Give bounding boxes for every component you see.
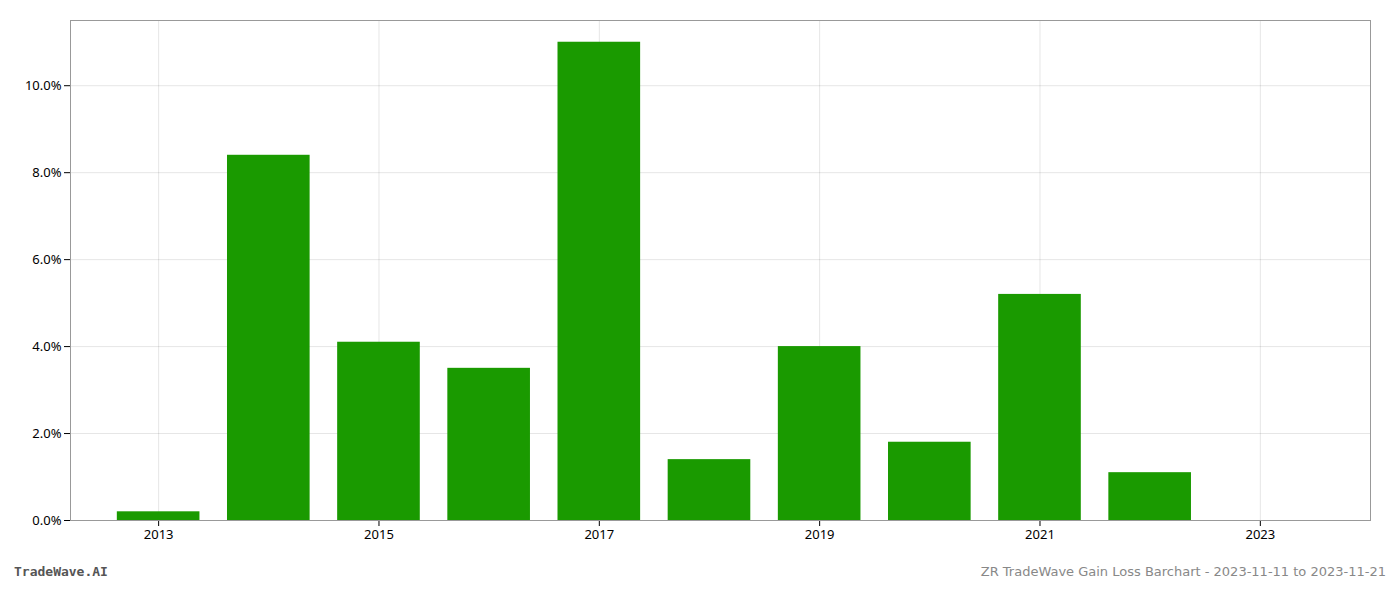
svg-text:2013: 2013 xyxy=(144,525,174,543)
svg-text:0.0%: 0.0% xyxy=(32,511,61,529)
svg-text:2017: 2017 xyxy=(584,525,614,543)
svg-text:2023: 2023 xyxy=(1245,525,1275,543)
svg-text:10.0%: 10.0% xyxy=(25,76,62,94)
html-text:TradeWave.AI: TradeWave.AI xyxy=(14,564,108,579)
svg-text:4.0%: 4.0% xyxy=(32,337,61,355)
svg-text:2019: 2019 xyxy=(805,525,835,543)
svg-text:2015: 2015 xyxy=(364,525,394,543)
svg-text:2021: 2021 xyxy=(1025,525,1055,543)
svg-text:8.0%: 8.0% xyxy=(32,163,61,181)
html-text:ZR TradeWave Gain Loss Barchar: ZR TradeWave Gain Loss Barchart - 2023-1… xyxy=(980,564,1386,579)
svg-text:2.0%: 2.0% xyxy=(32,424,61,442)
svg-text:6.0%: 6.0% xyxy=(32,250,61,268)
